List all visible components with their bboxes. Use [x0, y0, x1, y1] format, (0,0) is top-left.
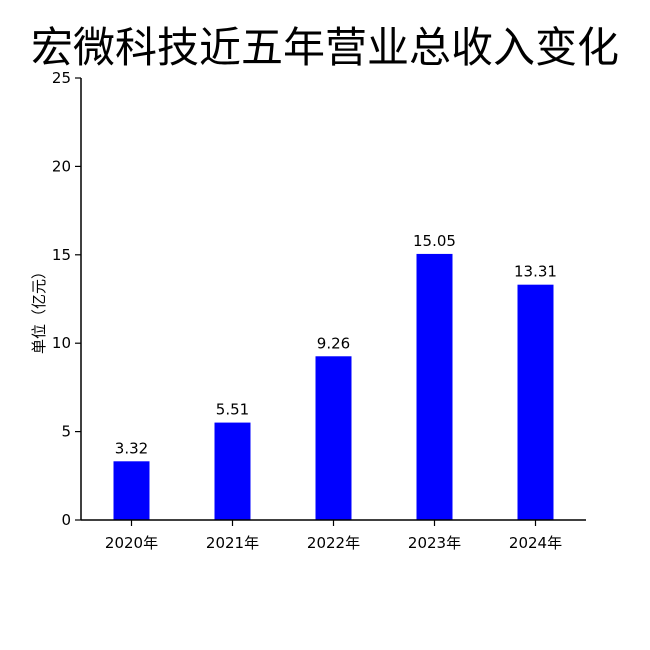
bar-2023年: [416, 253, 453, 520]
x-tick-label: 2020年: [105, 534, 158, 552]
data-labels: 3.32 5.51 9.26 15.05 13.31: [115, 232, 557, 457]
x-tick-label: 2023年: [408, 534, 461, 552]
data-label: 9.26: [317, 334, 350, 352]
data-label: 15.05: [413, 232, 456, 250]
bar-2020年: [113, 461, 150, 520]
data-label: 5.51: [216, 401, 249, 419]
y-tick-label: 0: [61, 511, 71, 529]
y-tick-label: 20: [52, 157, 71, 175]
x-tick-label: 2024年: [509, 534, 562, 552]
y-tick-label: 5: [61, 423, 71, 441]
y-tick-label: 15: [52, 246, 71, 264]
y-tick-label: 25: [52, 69, 71, 87]
y-tick-label: 10: [52, 334, 71, 352]
bar-2024年: [517, 284, 554, 520]
data-label: 13.31: [514, 263, 557, 281]
bar-2021年: [214, 422, 251, 520]
chart-title: 宏微科技近五年营业总收入变化: [30, 23, 619, 72]
bar-2022年: [315, 356, 352, 520]
x-tick-label: 2021年: [206, 534, 259, 552]
y-axis-ticks: 0 5 10 15 20 25: [52, 69, 81, 529]
data-label: 3.32: [115, 439, 148, 457]
y-axis-label: 单位（亿元）: [30, 264, 48, 354]
bars: [113, 253, 554, 520]
x-axis-ticks: 2020年 2021年 2022年 2023年 2024年: [105, 520, 562, 552]
x-tick-label: 2022年: [307, 534, 360, 552]
